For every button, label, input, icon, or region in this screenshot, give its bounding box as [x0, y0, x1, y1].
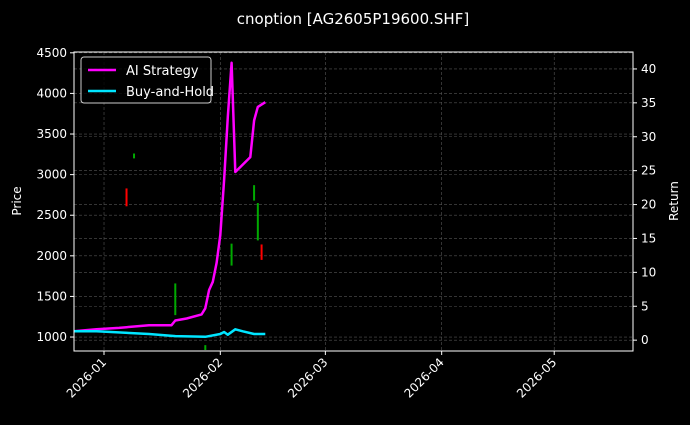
x-tick-label: 2026-01: [64, 355, 109, 400]
series-line-buy-and-hold: [74, 328, 266, 339]
y-tick-label: 4500: [36, 46, 67, 60]
candle: [204, 345, 207, 351]
y2-tick-label: 10: [641, 265, 656, 279]
y2-tick-label: 20: [641, 198, 656, 212]
y-tick-label: 3500: [36, 127, 67, 141]
y2-tick-label: 40: [641, 62, 656, 76]
candle: [256, 203, 259, 241]
x-tick-label: 2026-04: [401, 355, 446, 400]
x-tick-label: 2026-05: [514, 355, 559, 400]
y2-tick-label: 0: [641, 333, 649, 347]
candle: [230, 243, 233, 266]
y-tick-label: 4000: [36, 86, 67, 100]
y2-tick-label: 25: [641, 164, 656, 178]
y-tick-label: 1500: [36, 289, 67, 303]
candle: [174, 283, 177, 316]
y-axis-label: Price: [10, 186, 24, 215]
y2-axis-label: Return: [667, 181, 681, 221]
y-tick-label: 2000: [36, 249, 67, 263]
x-tick-label: 2026-02: [180, 355, 225, 400]
y2-tick-label: 30: [641, 130, 656, 144]
y-tick-label: 3000: [36, 168, 67, 182]
series-line-ai-strategy: [73, 61, 266, 333]
y-tick-label: 1000: [36, 330, 67, 344]
y2-tick-label: 5: [641, 299, 649, 313]
plot-marks: [73, 61, 266, 351]
candle: [133, 153, 136, 159]
y2-tick-label: 35: [641, 96, 656, 110]
candle: [253, 185, 256, 201]
legend: AI Strategy Buy-and-Hold: [80, 56, 214, 104]
legend-label-buy-and-hold: Buy-and-Hold: [126, 85, 214, 100]
legend-label-ai-strategy: AI Strategy: [126, 64, 199, 79]
plot-frame: [73, 51, 634, 352]
x-tick-label: 2026-03: [285, 355, 330, 400]
candle: [260, 244, 263, 260]
y2-tick-label: 15: [641, 231, 656, 245]
grid: [74, 52, 633, 351]
y-tick-label: 2500: [36, 208, 67, 222]
chart-title: cnoption [AG2605P19600.SHF]: [237, 10, 469, 28]
candle: [125, 188, 128, 207]
